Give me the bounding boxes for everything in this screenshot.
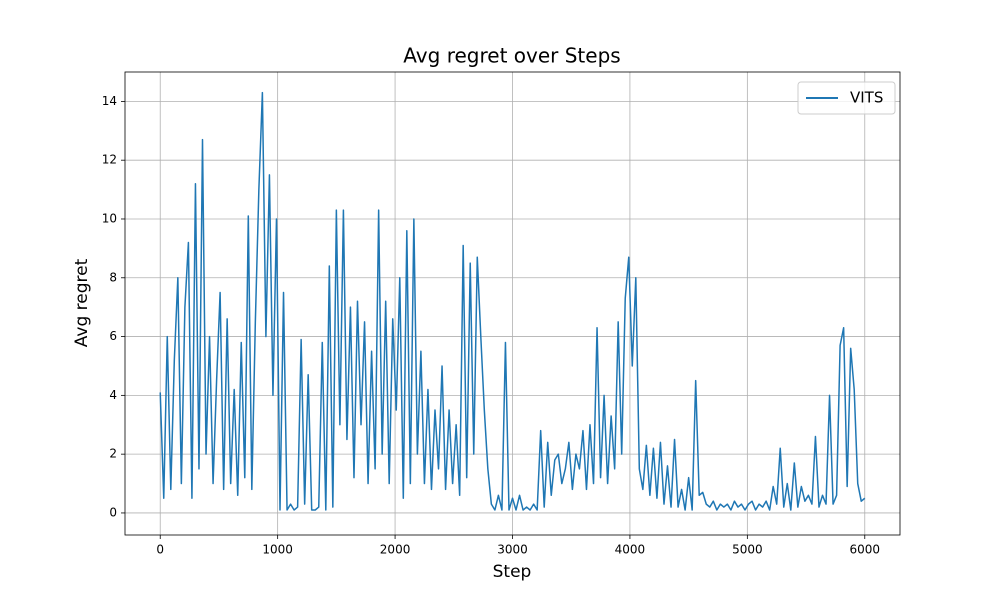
x-tick-label: 2000: [380, 543, 411, 557]
x-tick-label: 3000: [497, 543, 528, 557]
y-tick-label: 0: [109, 505, 117, 519]
plot-frame: [124, 71, 901, 536]
y-tick-label: 12: [102, 153, 117, 167]
y-tick-label: 2: [109, 447, 117, 461]
legend-label: VITS: [850, 89, 883, 107]
x-tick-label: 1000: [262, 543, 293, 557]
y-tick-label: 14: [102, 94, 117, 108]
legend: VITS: [797, 81, 896, 115]
legend-box: [797, 81, 896, 115]
x-tick-label: 0: [156, 543, 164, 557]
y-axis-label: Avg regret: [72, 258, 92, 347]
x-tick-label: 6000: [849, 543, 880, 557]
chart-title: Avg regret over Steps: [403, 44, 620, 68]
y-tick-label: 10: [102, 211, 117, 225]
y-tick-label: 6: [109, 329, 117, 343]
data-line: [159, 91, 866, 511]
x-tick-label: 5000: [732, 543, 763, 557]
y-tick-label: 8: [109, 270, 117, 284]
x-axis-label: Step: [493, 562, 532, 582]
x-tick-label: 4000: [615, 543, 646, 557]
y-tick-label: 4: [109, 388, 117, 402]
